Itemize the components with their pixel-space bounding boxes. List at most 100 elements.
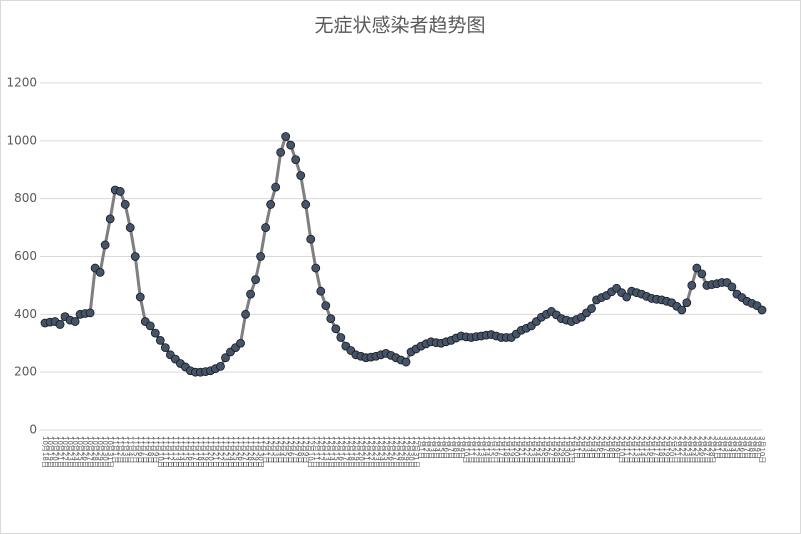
point [587, 304, 596, 313]
x-tick-label: 12月3日 [272, 436, 280, 463]
x-tick-label: 1月31日 [567, 436, 575, 463]
x-tick-label: 1月1日 [417, 436, 425, 459]
point [757, 305, 767, 315]
x-tick-label: 2月2日 [577, 436, 585, 459]
point [105, 214, 115, 224]
x-tick-label: 11月21日 [211, 436, 219, 468]
x-tick-label: 2月7日 [603, 436, 611, 459]
x-tick-label: 2月19日 [663, 436, 671, 463]
x-tick-label: 3月8日 [748, 436, 756, 459]
y-tick-label: 1200 [6, 76, 37, 90]
point [306, 234, 316, 244]
x-tick-label: 1月29日 [557, 436, 565, 463]
x-tick-label: 2月26日 [698, 436, 706, 463]
x-tick-label: 2月10日 [618, 436, 626, 463]
x-tick-label: 12月5日 [282, 436, 290, 463]
point [150, 328, 160, 338]
x-tick-label: 12月6日 [287, 436, 295, 463]
x-tick-label: 11月29日 [252, 436, 260, 468]
point [311, 263, 321, 273]
point [301, 200, 311, 209]
x-tick-label: 12月22日 [367, 436, 375, 468]
point [85, 308, 95, 318]
x-tick-label: 1月6日 [442, 436, 450, 459]
point [251, 275, 260, 285]
x-tick-label: 1月8日 [452, 436, 460, 459]
x-tick-label: 11月6日 [136, 436, 144, 463]
point [697, 269, 707, 279]
point [296, 171, 306, 180]
x-tick-label: 11月10日 [156, 436, 164, 468]
x-tick-label: 3月1日 [713, 436, 721, 459]
point [692, 263, 702, 273]
x-tick-label: 10月19日 [46, 436, 54, 468]
point [70, 317, 80, 326]
x-tick-label: 3月3日 [723, 436, 731, 459]
x-tick-label: 11月26日 [237, 436, 245, 468]
x-tick-label: 1月12日 [472, 436, 480, 463]
x-tick-label: 2月27日 [703, 436, 711, 463]
point [261, 223, 271, 232]
x-tick-label: 10月23日 [66, 436, 74, 468]
x-tick-label: 1月24日 [532, 436, 540, 463]
x-tick-label: 2月25日 [693, 436, 701, 463]
x-tick-label: 10月18日 [41, 436, 49, 468]
x-tick-label: 11月19日 [201, 436, 209, 468]
x-tick-label: 1月2日 [422, 436, 430, 459]
y-tick-label: 0 [29, 423, 37, 437]
y-tick-label: 600 [14, 249, 37, 263]
point [291, 155, 301, 165]
x-tick-label: 12月1日 [262, 436, 270, 463]
point [241, 309, 250, 319]
x-tick-label: 1月14日 [482, 436, 490, 463]
x-tick-label: 11月12日 [166, 436, 174, 468]
point [336, 333, 346, 342]
chart-title: 无症状感染者趋势图 [314, 15, 485, 37]
x-tick-label: 11月4日 [126, 436, 134, 463]
x-tick-label: 1月13日 [477, 436, 485, 463]
point [687, 281, 697, 290]
x-tick-label: 11月14日 [176, 436, 184, 468]
x-tick-label: 2月11日 [623, 436, 631, 463]
x-tick-label: 11月24日 [227, 436, 235, 468]
x-tick-label: 2月8日 [608, 436, 616, 459]
x-tick-label: 10月22日 [61, 436, 69, 468]
y-tick-label: 1000 [6, 133, 37, 147]
point [115, 187, 125, 196]
point [100, 240, 110, 250]
x-tick-label: 11月17日 [191, 436, 199, 468]
x-tick-label: 12月11日 [312, 436, 320, 468]
x-tick-label: 12月24日 [377, 436, 385, 468]
x-tick-label: 10月21日 [56, 436, 64, 468]
x-tick-label: 2月21日 [673, 436, 681, 463]
x-tick-label: 2月6日 [598, 436, 606, 459]
x-tick-label: 12月13日 [322, 436, 330, 468]
x-tick-label: 3月10日 [758, 436, 766, 463]
x-tick-label: 12月20日 [357, 436, 365, 468]
x-tick-label: 12月28日 [397, 436, 405, 468]
x-tick-label: 1月3日 [427, 436, 435, 459]
x-tick-label: 11月18日 [196, 436, 204, 468]
point [682, 298, 692, 308]
x-tick-label: 11月3日 [121, 436, 129, 463]
x-tick-label: 10月27日 [86, 436, 94, 468]
x-tick-label: 10月24日 [71, 436, 79, 468]
x-tick-label: 1月21日 [517, 436, 525, 463]
x-tick-label: 3月6日 [738, 436, 746, 459]
point [286, 140, 296, 150]
point [145, 321, 155, 331]
point [155, 335, 165, 345]
x-tick-label: 12月18日 [347, 436, 355, 468]
x-tick-label: 1月9日 [457, 436, 465, 459]
x-tick-label: 3月7日 [743, 436, 751, 459]
point [236, 338, 245, 348]
x-tick-label: 3月4日 [728, 436, 736, 459]
x-tick-label: 2月17日 [653, 436, 661, 463]
x-tick-label: 11月1日 [111, 436, 119, 463]
x-tick-label: 12月10日 [307, 436, 315, 468]
x-tick-label: 12月30日 [407, 436, 415, 468]
point [326, 314, 336, 324]
x-tick-label: 1月22日 [522, 436, 530, 463]
x-tick-label: 12月14日 [327, 436, 335, 468]
